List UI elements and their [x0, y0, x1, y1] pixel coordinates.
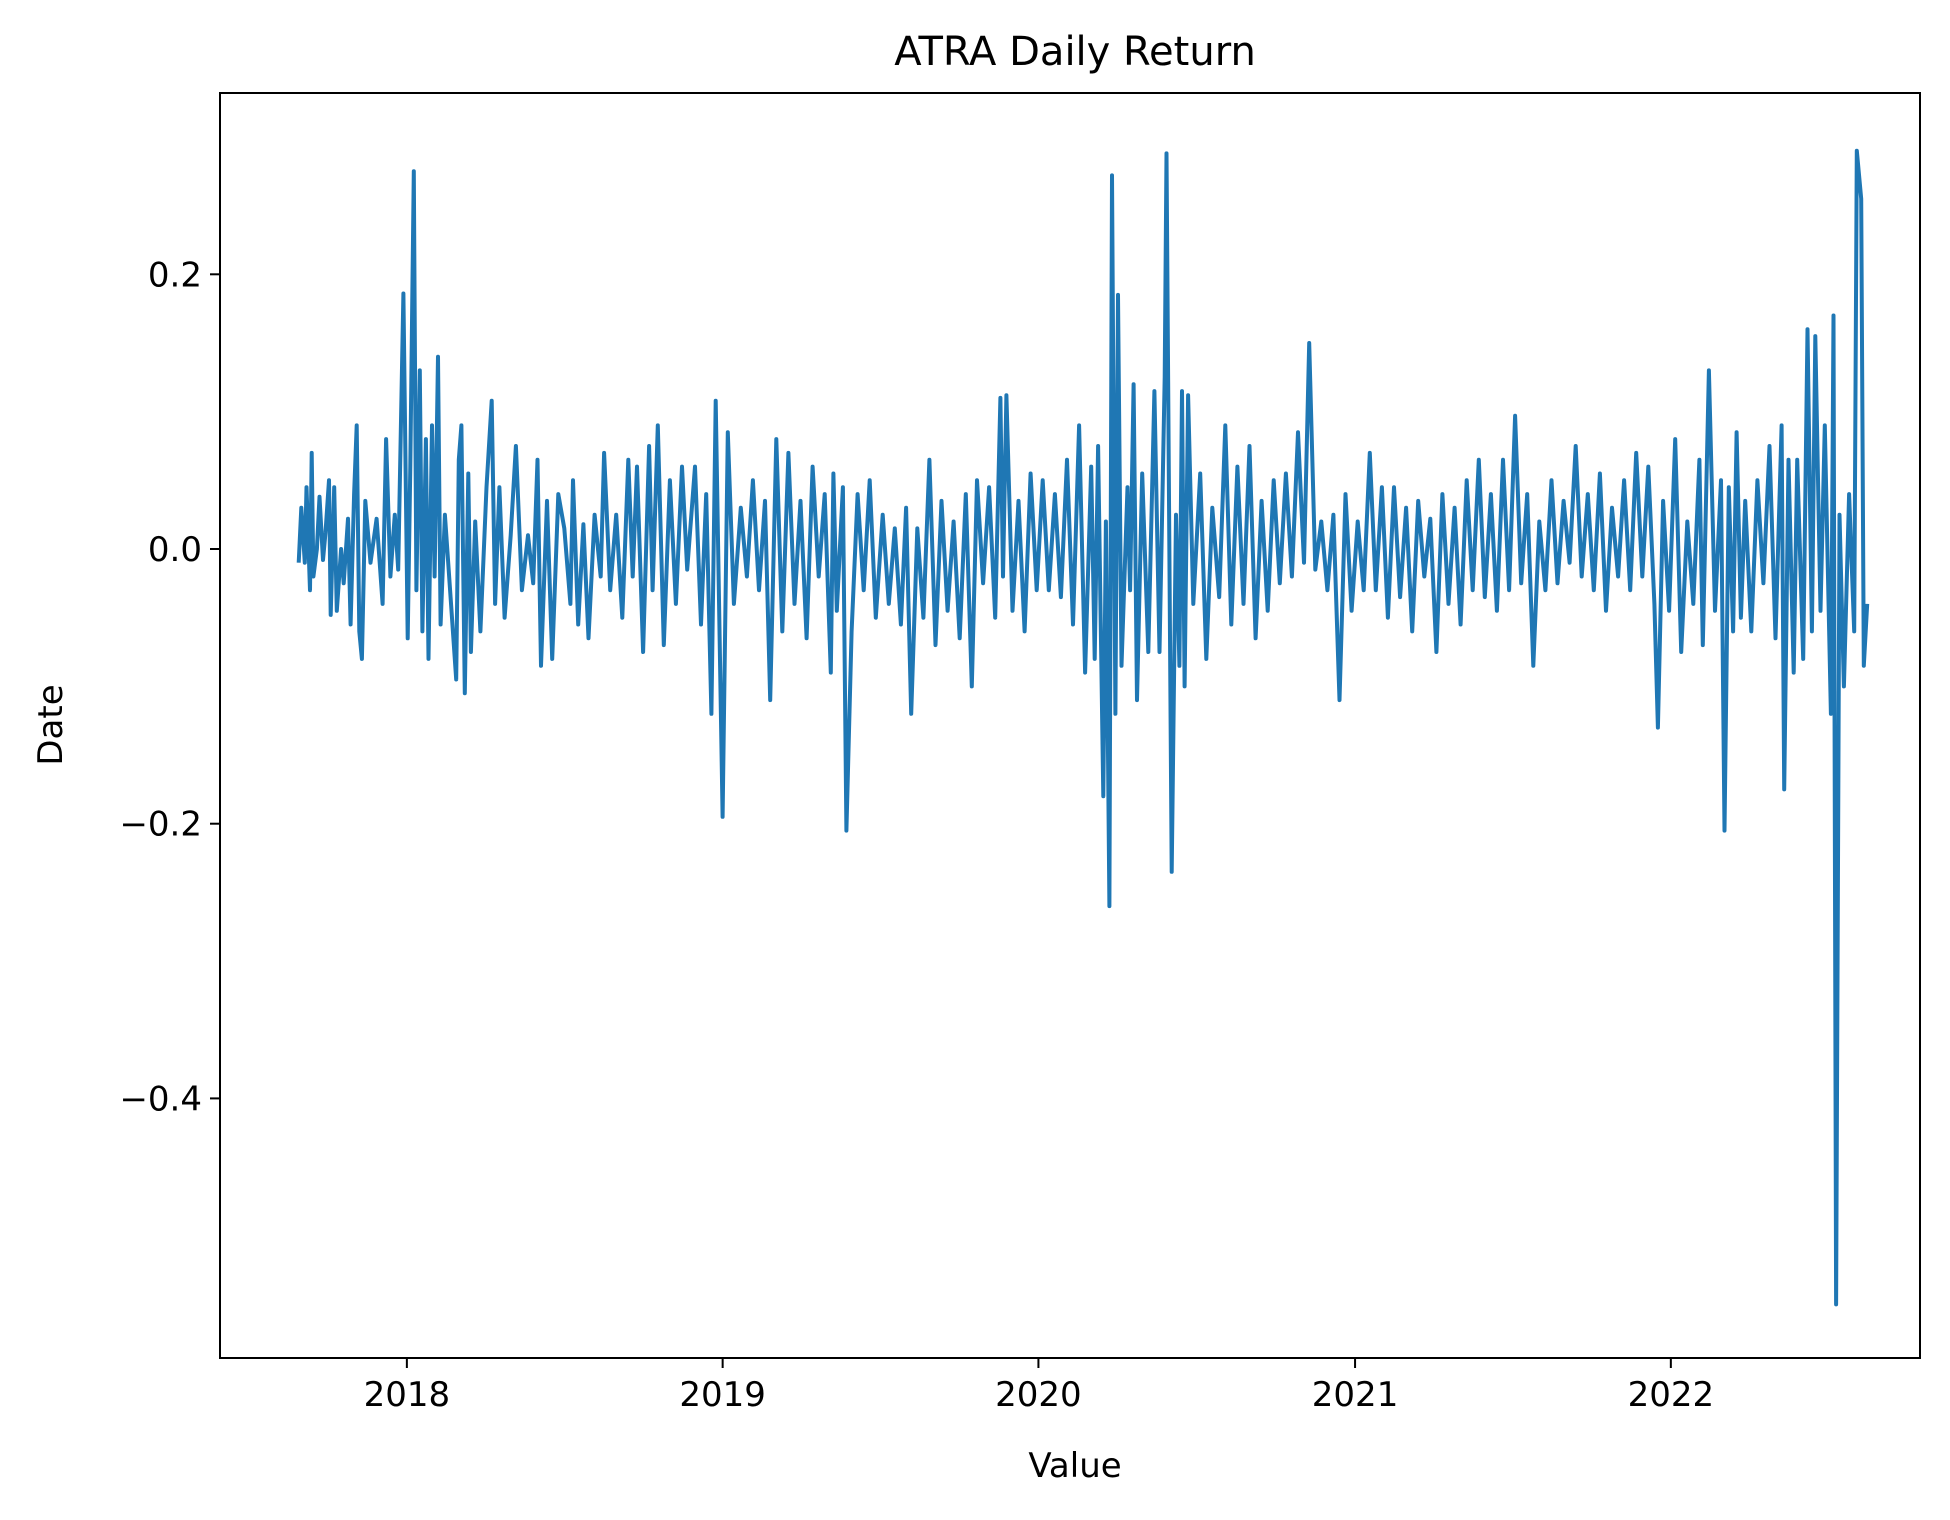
y-tick-label: 0.2 — [148, 255, 202, 295]
plot-area — [219, 92, 1921, 1359]
y-axis-label: Date — [31, 684, 71, 765]
x-axis: 2018 2019 2020 2021 2022 — [364, 1358, 1715, 1415]
y-tick-label: −0.2 — [119, 805, 202, 845]
x-axis-label: Value — [1028, 1446, 1121, 1486]
x-tick-label: 2019 — [679, 1375, 766, 1415]
x-tick-label: 2021 — [1312, 1375, 1399, 1415]
chart-title: ATRA Daily Return — [894, 29, 1256, 75]
series-line — [296, 148, 1870, 1307]
data-layer — [296, 148, 1870, 1307]
x-tick-label: 2020 — [995, 1375, 1082, 1415]
x-tick-label: 2022 — [1628, 1375, 1715, 1415]
axes-frame — [219, 92, 1921, 1359]
y-tick-label: 0.0 — [148, 530, 202, 570]
x-tick-label: 2018 — [364, 1375, 451, 1415]
y-tick-label: −0.4 — [119, 1079, 202, 1119]
y-axis: 0.2 0.0 −0.2 −0.4 — [119, 255, 220, 1119]
